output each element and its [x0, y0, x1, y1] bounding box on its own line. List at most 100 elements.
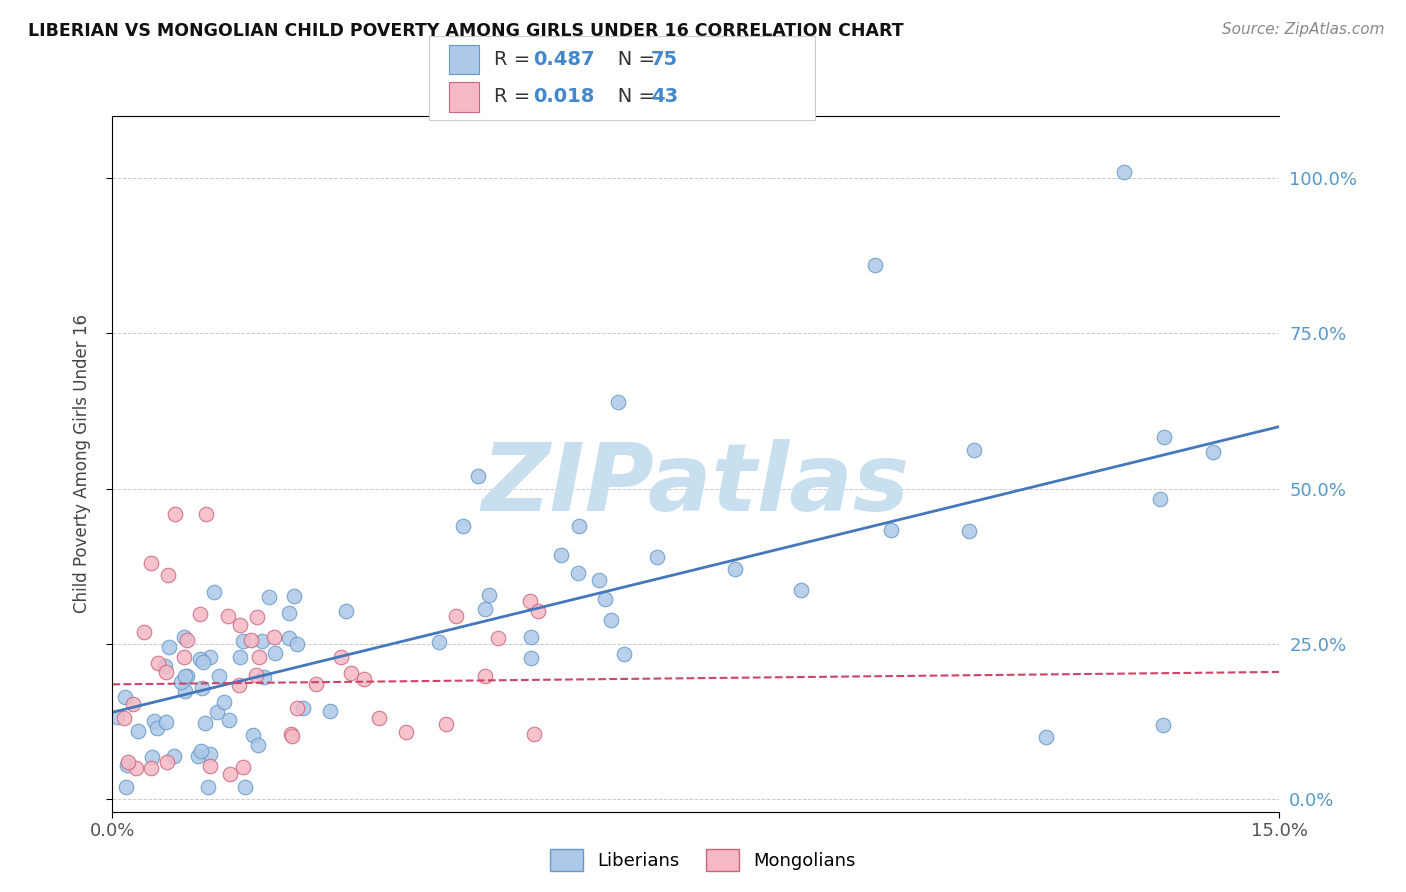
Point	[568, 519, 591, 533]
Point	[1149, 492, 1171, 507]
Point	[613, 647, 636, 661]
Point	[240, 632, 263, 647]
Point	[523, 727, 546, 741]
Point	[146, 656, 169, 670]
Point	[264, 646, 287, 660]
Text: N =: N =	[599, 50, 661, 69]
Point	[305, 677, 328, 691]
Point	[335, 604, 357, 618]
Point	[467, 469, 489, 483]
Point	[176, 632, 198, 647]
Point	[197, 780, 219, 794]
Point	[1152, 717, 1174, 731]
Point	[880, 523, 903, 537]
Y-axis label: Child Poverty Among Girls Under 16: Child Poverty Among Girls Under 16	[73, 314, 91, 614]
Point	[427, 635, 450, 649]
Point	[588, 573, 610, 587]
Point	[218, 713, 240, 727]
Point	[340, 665, 363, 680]
Point	[193, 655, 215, 669]
Point	[645, 549, 668, 564]
Point	[127, 724, 149, 739]
Text: R =: R =	[494, 87, 536, 106]
Point	[202, 585, 225, 599]
Point	[285, 637, 308, 651]
Point	[263, 630, 285, 644]
Point	[1202, 444, 1225, 458]
Point	[478, 588, 501, 602]
Point	[281, 729, 304, 743]
Point	[434, 717, 457, 731]
Point	[246, 610, 269, 624]
Point	[114, 711, 136, 725]
Point	[228, 678, 250, 692]
Point	[114, 690, 136, 704]
Point	[593, 592, 616, 607]
Point	[229, 618, 252, 632]
Point	[156, 755, 179, 769]
Point	[567, 566, 589, 580]
Text: LIBERIAN VS MONGOLIAN CHILD POVERTY AMONG GIRLS UNDER 16 CORRELATION CHART: LIBERIAN VS MONGOLIAN CHILD POVERTY AMON…	[28, 22, 904, 40]
Point	[157, 567, 180, 582]
Point	[330, 650, 353, 665]
Point	[174, 684, 197, 698]
Point	[125, 761, 148, 775]
Point	[141, 761, 163, 775]
Point	[599, 613, 621, 627]
Point	[218, 767, 240, 781]
Point	[444, 609, 467, 624]
Point	[278, 607, 301, 621]
Point	[319, 705, 342, 719]
Point	[242, 728, 264, 742]
Point	[173, 668, 195, 682]
Point	[217, 609, 239, 624]
Point	[117, 757, 139, 772]
Point	[519, 650, 541, 665]
Point	[724, 562, 747, 576]
Point	[155, 665, 177, 679]
Text: 0.018: 0.018	[533, 87, 595, 106]
Point	[132, 624, 155, 639]
Point	[173, 649, 195, 664]
Point	[205, 705, 228, 719]
Point	[278, 632, 301, 646]
Text: R =: R =	[494, 50, 536, 69]
Point	[212, 695, 235, 709]
Point	[451, 519, 474, 533]
Point	[162, 748, 184, 763]
Point	[198, 650, 221, 665]
Point	[141, 556, 163, 570]
Point	[157, 640, 180, 654]
Point	[194, 507, 217, 521]
Point	[188, 607, 211, 622]
Point	[247, 650, 270, 665]
Point	[1035, 730, 1057, 744]
Point	[285, 701, 308, 715]
Point	[367, 711, 389, 725]
Point	[115, 780, 138, 794]
Point	[208, 669, 231, 683]
Point	[395, 724, 418, 739]
Point	[190, 744, 212, 758]
Point	[229, 649, 252, 664]
Point	[153, 658, 176, 673]
Point	[863, 258, 886, 272]
Point	[1153, 430, 1175, 444]
Point	[105, 710, 128, 724]
Point	[253, 670, 276, 684]
Point	[170, 674, 193, 689]
Point	[245, 668, 267, 682]
Point	[143, 714, 166, 728]
Text: Source: ZipAtlas.com: Source: ZipAtlas.com	[1222, 22, 1385, 37]
Point	[607, 394, 630, 409]
Point	[247, 738, 270, 752]
Point	[198, 759, 221, 773]
Text: 0.487: 0.487	[533, 50, 595, 69]
Point	[141, 750, 163, 764]
Point	[963, 442, 986, 457]
Point	[957, 524, 980, 538]
Legend: Liberians, Mongolians: Liberians, Mongolians	[543, 842, 863, 879]
Point	[1112, 165, 1135, 179]
Point	[291, 701, 314, 715]
Point	[790, 582, 813, 597]
